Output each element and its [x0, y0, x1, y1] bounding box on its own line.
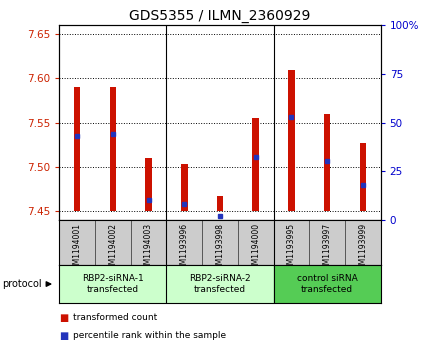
- Text: GSM1193997: GSM1193997: [323, 223, 332, 274]
- Text: GSM1193995: GSM1193995: [287, 223, 296, 274]
- Text: ■: ■: [59, 331, 69, 341]
- Bar: [359, 143, 366, 211]
- Text: transformed count: transformed count: [73, 313, 157, 322]
- Text: GSM1193998: GSM1193998: [216, 223, 224, 274]
- Bar: [59, 265, 166, 303]
- Text: GSM1194000: GSM1194000: [251, 223, 260, 274]
- Text: GSM1193996: GSM1193996: [180, 223, 189, 274]
- Text: control siRNA
transfected: control siRNA transfected: [297, 274, 357, 294]
- Bar: [288, 70, 295, 211]
- Text: GSM1194002: GSM1194002: [108, 223, 117, 274]
- Text: RBP2-siRNA-1
transfected: RBP2-siRNA-1 transfected: [82, 274, 144, 294]
- Bar: [181, 164, 187, 211]
- Bar: [74, 87, 81, 211]
- Bar: [217, 196, 223, 211]
- Bar: [324, 114, 330, 211]
- Bar: [253, 118, 259, 211]
- Text: ■: ■: [59, 313, 69, 323]
- Text: GSM1194001: GSM1194001: [73, 223, 82, 274]
- Text: GSM1193999: GSM1193999: [358, 223, 367, 274]
- Text: protocol: protocol: [2, 279, 42, 289]
- Text: percentile rank within the sample: percentile rank within the sample: [73, 331, 226, 340]
- Text: GDS5355 / ILMN_2360929: GDS5355 / ILMN_2360929: [129, 9, 311, 23]
- Bar: [145, 158, 152, 211]
- Text: RBP2-siRNA-2
transfected: RBP2-siRNA-2 transfected: [189, 274, 251, 294]
- Text: GSM1194003: GSM1194003: [144, 223, 153, 274]
- Bar: [274, 265, 381, 303]
- Bar: [166, 265, 274, 303]
- Bar: [110, 87, 116, 211]
